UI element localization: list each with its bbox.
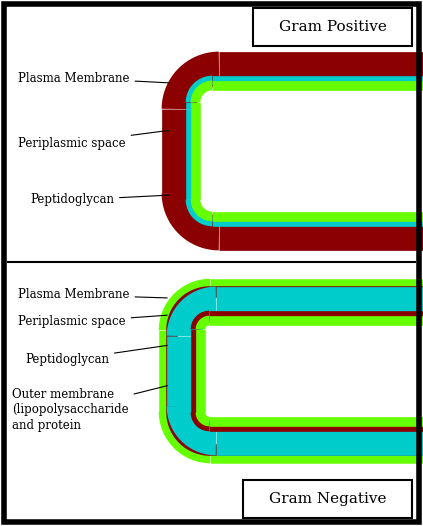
Text: Gram Positive: Gram Positive <box>279 20 387 34</box>
FancyBboxPatch shape <box>253 8 412 46</box>
Text: Outer membrane
(lipopolysaccharide
and protein: Outer membrane (lipopolysaccharide and p… <box>12 386 168 431</box>
Text: Periplasmic space: Periplasmic space <box>18 130 169 149</box>
FancyBboxPatch shape <box>243 480 412 518</box>
Text: Peptidoglycan: Peptidoglycan <box>30 194 169 207</box>
Text: Plasma Membrane: Plasma Membrane <box>18 72 169 85</box>
Text: Peptidoglycan: Peptidoglycan <box>25 346 167 367</box>
Text: Gram Negative: Gram Negative <box>269 492 387 506</box>
Text: Plasma Membrane: Plasma Membrane <box>18 288 167 301</box>
Text: Periplasmic space: Periplasmic space <box>18 315 167 329</box>
